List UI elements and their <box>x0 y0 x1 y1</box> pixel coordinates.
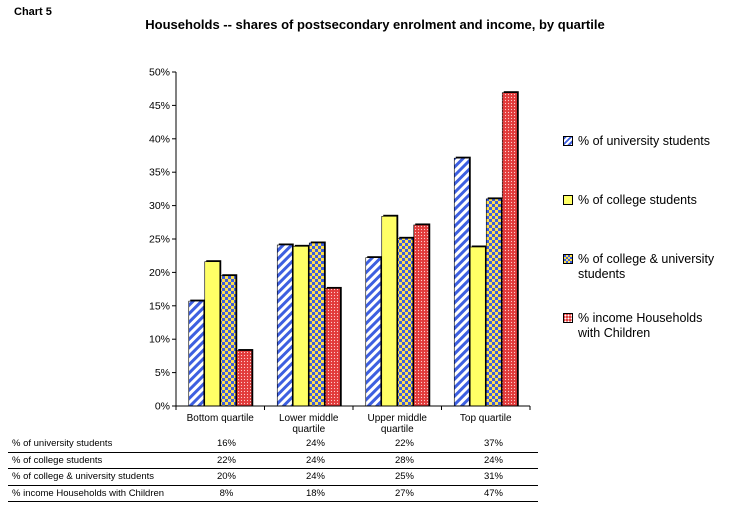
table-row-label: % income Households with Children <box>8 485 182 502</box>
y-tick-label: 50% <box>149 67 170 79</box>
table-row: % of college students 22% 24% 28% 24% <box>8 452 538 469</box>
bars <box>188 91 519 407</box>
table-cell: 16% <box>181 436 271 453</box>
legend-swatch-university <box>563 136 573 146</box>
table-row-label: % of university students <box>8 436 182 453</box>
table-cell: 25% <box>359 468 449 486</box>
bar-income <box>236 350 253 407</box>
table-cell: 27% <box>359 485 449 502</box>
table-cell: 47% <box>448 485 538 502</box>
table-row: % of university students 16% 24% 22% 37% <box>8 436 538 453</box>
table-cell: 24% <box>270 452 360 469</box>
x-tick-label: quartile <box>292 424 325 435</box>
x-tick-label: Bottom quartile <box>187 413 255 424</box>
bar-college-university <box>397 238 414 407</box>
y-tick-label: 30% <box>149 200 170 212</box>
data-table: % of university students 16% 24% 22% 37%… <box>8 436 538 502</box>
bar-income <box>413 224 430 407</box>
bar-college-university <box>308 242 325 407</box>
table-cell: 31% <box>448 468 538 486</box>
y-tick-label: 0% <box>155 401 170 413</box>
y-axis: 0% 5% 10% 15% 20% 25% 30% 35% 40% 45% 50% <box>149 67 176 413</box>
bar-college <box>469 246 486 407</box>
x-tick-label: quartile <box>381 424 414 435</box>
x-tick-label: Top quartile <box>460 413 512 424</box>
chart-label: Chart 5 <box>14 6 52 18</box>
y-tick-label: 20% <box>149 267 170 279</box>
bar-college-university <box>485 198 502 407</box>
legend-label-income: % income Households with Children <box>578 311 703 340</box>
table-row: % of college & university students 20% 2… <box>8 468 538 486</box>
bar-college <box>204 261 221 407</box>
table-cell: 8% <box>181 485 271 502</box>
bar-university <box>276 244 293 407</box>
legend-swatch-college-university <box>563 254 573 264</box>
y-tick-label: 10% <box>149 334 170 346</box>
table-cell: 22% <box>359 436 449 453</box>
legend-label-college: % of college students <box>578 193 697 207</box>
table-cell: 22% <box>181 452 271 469</box>
legend-swatch-college <box>563 195 573 205</box>
bar-income <box>501 92 518 407</box>
legend-label-university: % of university students <box>578 134 711 148</box>
bar-university <box>365 257 382 407</box>
table-row-label: % of college students <box>8 452 182 469</box>
y-tick-label: 15% <box>149 300 170 312</box>
table-cell: 24% <box>270 436 360 453</box>
y-tick-label: 25% <box>149 234 170 246</box>
table-cell: 24% <box>270 468 360 486</box>
table-cell: 28% <box>359 452 449 469</box>
x-tick-label: Upper middle <box>368 413 428 424</box>
bar-chart: 0% 5% 10% 15% 20% 25% 30% 35% 40% 45% 50% Bottom q… <box>149 67 531 435</box>
table-row-label: % of college & university students <box>8 468 182 486</box>
legend-swatch-income <box>563 313 573 323</box>
bar-college-university <box>220 275 237 407</box>
bar-college <box>381 215 398 407</box>
y-tick-label: 45% <box>149 100 170 112</box>
bar-income <box>324 288 341 407</box>
table-cell: 18% <box>270 485 360 502</box>
bar-university <box>453 157 470 407</box>
y-tick-label: 35% <box>149 167 170 179</box>
table-cell: 24% <box>448 452 538 469</box>
chart-title: Households -- shares of postsecondary en… <box>145 17 605 32</box>
bar-university <box>188 300 205 407</box>
y-tick-label: 40% <box>149 133 170 145</box>
y-tick-label: 5% <box>155 367 170 379</box>
table-cell: 37% <box>448 436 538 453</box>
x-tick-label: Lower middle <box>279 413 339 424</box>
table-cell: 20% <box>181 468 271 486</box>
x-axis: Bottom quartile Lower middlequartileUpper… <box>175 72 531 435</box>
bar-college <box>292 246 309 407</box>
legend-label-college-university: % of college & university students <box>578 252 715 281</box>
table-row: % income Households with Children 8% 18%… <box>8 485 538 502</box>
